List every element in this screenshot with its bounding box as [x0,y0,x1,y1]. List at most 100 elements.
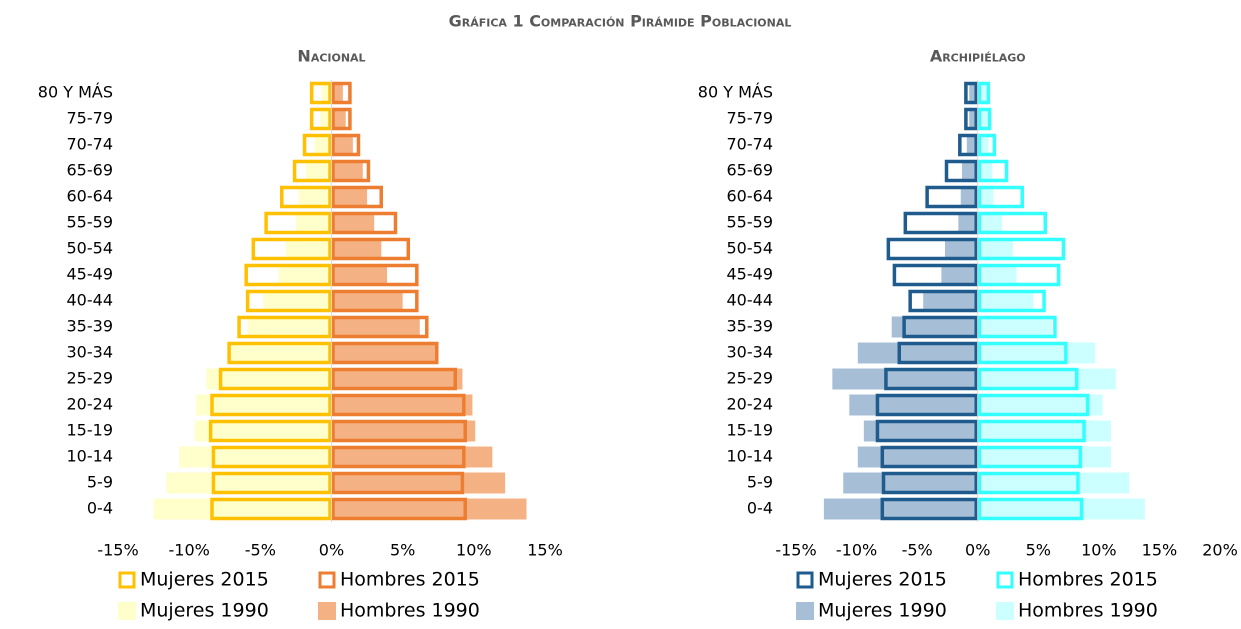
bar-outline [227,341,332,365]
bar-outline [977,211,1048,235]
y-tick-label: 40-44 [727,291,774,310]
bar [843,472,978,494]
bar-outline [331,341,439,365]
bar [278,264,332,286]
bar-outline [977,185,1024,209]
bar-outline [977,289,1046,313]
y-tick-label: 45-49 [67,265,114,284]
y-tick-label: 25-29 [727,369,774,388]
y-tick-label: 75-79 [67,109,114,128]
bar [945,238,978,260]
y-tick-label: 25-29 [67,369,114,388]
bar [977,160,993,182]
bar-outline [880,497,978,521]
bar [969,82,978,104]
y-tick-label: 40-44 [67,291,114,310]
bar [941,264,978,286]
bar-outline [280,185,332,209]
bar [857,446,978,468]
x-tick-label: 10% [456,541,492,560]
bar-outline [208,419,332,443]
bar-outline [977,497,1084,521]
bar [863,420,978,442]
bar-outline [977,159,1009,183]
legend-swatch [118,602,136,620]
y-tick-label: 65-69 [67,161,114,180]
bar-outline [331,211,398,235]
y-tick-label: 60-64 [727,187,774,206]
bar [166,472,332,494]
legend-label: Hombres 1990 [1018,600,1158,622]
legend-label: Mujeres 2015 [140,569,269,591]
bar [196,394,332,416]
chart-title: Archipiélago [930,47,1026,66]
legend-label: Hombres 2015 [340,569,480,591]
bar [961,160,978,182]
bar-outline [331,471,465,495]
bar-outline [331,289,419,313]
y-tick-label: 75-79 [727,109,774,128]
bar [977,472,1130,494]
bar [331,108,346,130]
bar-outline [977,133,997,157]
y-tick-label: 5-9 [747,473,773,492]
bar-outline [977,419,1086,443]
bar [969,108,978,130]
bar-outline [331,159,371,183]
bar [331,368,463,390]
bar [977,446,1111,468]
bar [977,186,994,208]
bar [977,290,1034,312]
bar [194,420,332,442]
bar-outline [331,133,361,157]
bar [977,394,1103,416]
bar-outline [264,211,332,235]
bar [331,160,363,182]
bar-outline [331,315,429,339]
y-tick-label: 30-34 [67,343,114,362]
bar-outline [211,471,332,495]
bar-outline [886,237,978,261]
bar [331,446,493,468]
bar-outline [237,315,332,339]
bar [331,238,382,260]
legend-label: Mujeres 1990 [140,600,269,622]
x-tick-label: 0% [965,541,990,560]
bar [891,316,978,338]
bar [314,134,332,156]
bar [298,186,332,208]
bar-outline [977,393,1090,417]
legend-label: Hombres 2015 [1018,569,1158,591]
bar-outline [292,159,332,183]
bar-outline [251,237,332,261]
bar [857,342,978,364]
y-tick-label: 0-4 [747,499,773,518]
bar-outline [977,471,1080,495]
y-tick-label: 65-69 [727,161,774,180]
bar [977,420,1111,442]
x-tick-label: 20% [1202,541,1238,560]
bar [977,342,1096,364]
bar [977,134,989,156]
chart-title: Nacional [297,47,365,66]
y-tick-label: 45-49 [727,265,774,284]
bar [977,108,988,130]
bar [977,82,987,104]
bar-outline [245,289,332,313]
y-tick-label: 80 Y MÁS [38,83,113,102]
bar [331,498,527,520]
bar-outline [903,211,978,235]
bar-outline [331,81,352,105]
y-tick-label: 70-74 [67,135,114,154]
bar-outline [977,81,991,105]
bar-outline [331,445,466,469]
x-tick-label: -10% [168,541,209,560]
bar [331,472,506,494]
y-tick-label: 5-9 [87,473,113,492]
bar [977,212,1002,234]
bar [977,264,1017,286]
bar-outline [881,471,978,495]
bar [923,290,978,312]
bar-outline [875,419,978,443]
